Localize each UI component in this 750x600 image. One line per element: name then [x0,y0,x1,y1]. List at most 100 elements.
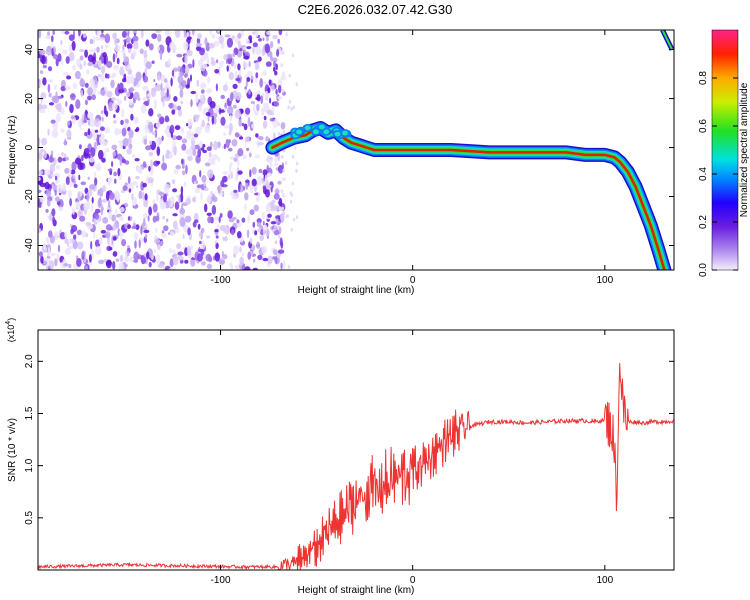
noise-speck [275,63,278,71]
noise-speck [197,33,202,40]
noise-speck [112,64,119,71]
noise-speck [43,150,47,159]
noise-speck [271,256,277,260]
noise-speck [53,96,60,104]
noise-speck [261,245,268,255]
noise-speck [285,32,288,37]
noise-speck [175,170,179,175]
noise-speck [127,245,130,249]
noise-speck [154,238,161,244]
snr-ticks: -100 0 100 0.5 1.0 1.5 2.0 [24,330,674,586]
noise-speck [112,151,117,157]
noise-speck [50,252,56,256]
noise-speck [255,133,259,138]
noise-speck [41,54,46,65]
noise-speck [60,128,65,133]
noise-speck [171,179,176,185]
noise-speck [267,172,272,177]
noise-speck [250,76,255,80]
noise-speck [239,256,245,266]
noise-speck [112,261,116,270]
noise-speck [187,118,193,127]
noise-speck [190,74,192,82]
noise-speck [243,46,247,51]
noise-speck [224,224,230,235]
noise-speck [38,189,42,193]
noise-speck [255,196,259,202]
noise-speck [89,117,96,128]
noise-speck [54,189,57,196]
noise-speck [114,86,121,97]
noise-speck [159,50,163,61]
noise-speck [231,35,235,40]
noise-speck [272,34,278,40]
noise-speck [95,30,98,36]
noise-speck [198,240,202,245]
noise-speck [171,69,175,77]
noise-speck [38,177,41,181]
noise-speck [143,198,149,208]
noise-speck [120,119,124,126]
noise-speck [98,37,105,41]
noise-speck [200,248,205,256]
noise-speck [258,168,263,174]
noise-speck [246,46,252,50]
noise-speck [121,239,127,247]
noise-speck [262,226,266,236]
noise-speck [186,123,189,127]
ridge-blob [323,129,330,135]
noise-speck [269,97,272,104]
noise-speck [84,99,88,106]
y-tick-label: -20 [24,189,35,204]
noise-speck [234,132,240,138]
noise-speck [148,151,154,157]
noise-speck [48,102,55,106]
noise-speck [48,260,55,270]
noise-speck [126,148,132,155]
noise-speck [201,175,207,183]
noise-speck [291,53,295,58]
noise-speck [68,44,73,53]
noise-speck [208,42,215,49]
noise-speck [48,79,54,83]
noise-speck [257,254,263,260]
noise-speck [69,167,72,176]
noise-speck [277,96,283,100]
noise-speck [157,33,162,43]
noise-speck [294,145,297,150]
noise-speck [244,136,250,143]
noise-speck [185,84,190,89]
noise-speck [75,99,81,110]
noise-speck [47,128,50,136]
noise-speck [39,182,47,188]
noise-speck [143,49,148,60]
noise-speck [255,30,259,38]
noise-speck [278,234,281,239]
noise-speck [116,194,120,203]
noise-speck [100,110,104,114]
noise-speck [236,219,240,224]
noise-speck [206,263,213,269]
noise-speck [77,210,81,217]
noise-speck [54,258,58,267]
noise-speck [221,176,228,183]
noise-speck [210,60,216,66]
noise-speck [168,267,176,270]
noise-speck [118,262,125,270]
noise-speck [250,185,254,194]
noise-speck [71,40,76,51]
noise-speck [245,179,250,184]
noise-speck [66,129,72,139]
noise-speck [98,120,102,128]
noise-speck [168,152,173,159]
noise-speck [256,241,260,249]
noise-speck [238,69,242,78]
noise-speck [222,171,229,175]
noise-speck [214,229,219,233]
noise-speck [90,202,94,213]
noise-speck [280,262,283,270]
noise-speck [178,195,181,204]
noise-speck [101,199,108,203]
noise-speck [97,189,100,196]
